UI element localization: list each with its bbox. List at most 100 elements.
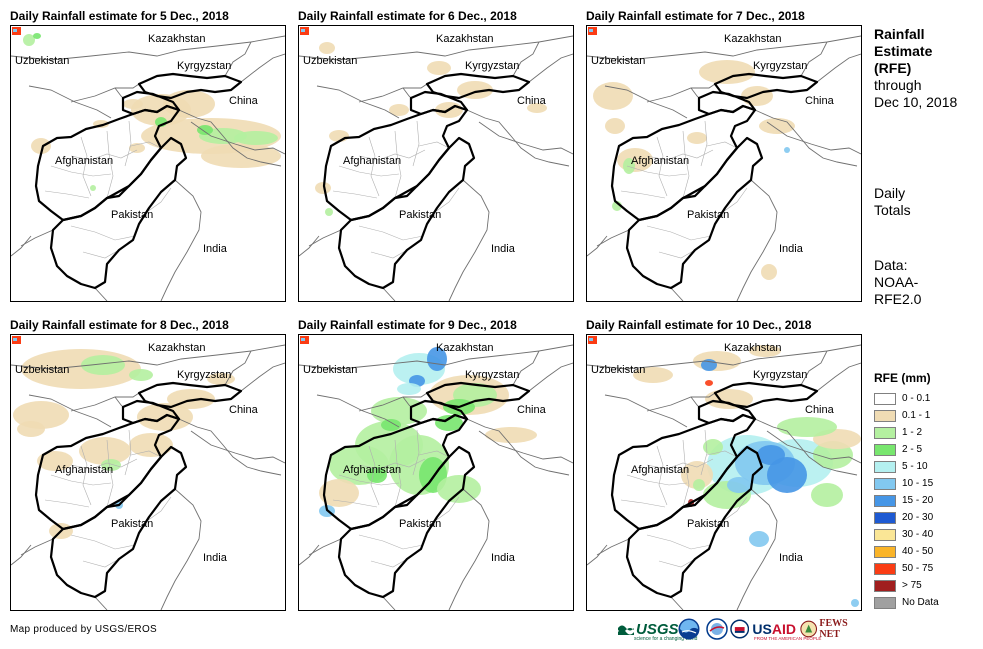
border-line	[596, 229, 630, 247]
province-line	[368, 445, 380, 506]
corner-marker	[301, 29, 305, 32]
border-line	[587, 35, 861, 61]
country-label-india: India	[203, 243, 228, 255]
border-line	[766, 121, 861, 155]
province-line	[338, 474, 400, 486]
border-line	[160, 488, 202, 610]
border-line	[28, 394, 112, 428]
rainfall-patch	[759, 118, 795, 134]
legend-label: > 75	[902, 579, 922, 591]
province-borders	[44, 120, 172, 259]
province-line	[370, 558, 408, 568]
legend-label: 0 - 0.1	[902, 392, 931, 404]
country-label-kyrgyzstan: Kyrgyzstan	[465, 369, 519, 381]
country-outline	[625, 445, 764, 599]
fews-net-icon	[800, 620, 818, 638]
map-labels: Kazakhstan Uzbekistan Kyrgyzstan China Afgha…	[591, 33, 835, 255]
usaid-logo: USAID FROM THE AMERICAN PEOPLE	[730, 614, 821, 644]
map-labels: Kazakhstan Uzbekistan Kyrgyzstan China Afgha…	[15, 342, 259, 564]
province-line	[434, 496, 460, 522]
legend-swatch	[874, 494, 896, 507]
border-line	[11, 235, 32, 257]
province-line	[620, 499, 666, 508]
rainfall-patch	[90, 185, 96, 191]
province-line	[626, 474, 688, 486]
rainfall-patch	[777, 417, 837, 437]
province-borders	[332, 120, 460, 259]
province-line	[434, 187, 460, 213]
border-line	[512, 41, 540, 77]
country-label-china: China	[229, 404, 259, 416]
province-line	[418, 450, 450, 458]
border-line	[316, 394, 400, 428]
focus-borders	[34, 72, 243, 290]
legend-swatch	[874, 426, 896, 439]
province-borders	[620, 120, 748, 259]
country-borders	[299, 344, 573, 610]
map-frame: Kazakhstan Uzbekistan Kyrgyzstan China Afgha…	[298, 334, 574, 611]
corner-marker	[589, 29, 593, 32]
border-line	[160, 179, 202, 301]
country-borders	[11, 35, 285, 301]
map-frame: Kazakhstan Uzbekistan Kyrgyzstan China Afgha…	[586, 334, 862, 611]
legend-item: 10 - 15	[874, 475, 979, 492]
border-line	[308, 229, 342, 247]
border-line	[382, 596, 396, 610]
province-line	[82, 558, 120, 568]
border-line	[299, 344, 573, 370]
country-borders	[587, 344, 861, 610]
border-line	[670, 287, 684, 301]
province-line	[70, 149, 138, 161]
country-label-china: China	[517, 95, 547, 107]
usgs-icon	[618, 625, 634, 635]
country-outline	[610, 413, 757, 531]
rainfall-patch	[319, 479, 359, 507]
province-line	[394, 439, 402, 508]
province-line	[412, 429, 420, 476]
focus-borders	[322, 381, 531, 599]
rainfall-patch	[687, 132, 707, 144]
country-label-afghanistan: Afghanistan	[631, 464, 689, 476]
legend-swatch	[874, 528, 896, 541]
noaa-icon	[678, 618, 700, 640]
border-line	[766, 430, 861, 464]
country-label-kyrgyzstan: Kyrgyzstan	[753, 60, 807, 72]
map-labels: Kazakhstan Uzbekistan Kyrgyzstan China Afgha…	[303, 33, 547, 255]
border-line	[478, 430, 573, 464]
legend-item: No Data	[874, 594, 979, 611]
rainfall-patch	[381, 419, 401, 431]
border-line	[94, 287, 108, 301]
country-label-kyrgyzstan: Kyrgyzstan	[753, 369, 807, 381]
border-line	[736, 488, 778, 610]
fews-net-logo: FEWS NET	[800, 614, 864, 644]
legend-label: 1 - 2	[902, 426, 923, 438]
corner-marker	[13, 338, 17, 341]
country-label-uzbekistan: Uzbekistan	[303, 55, 357, 67]
country-outline	[34, 104, 181, 222]
legend-swatch	[874, 460, 896, 473]
country-outline	[610, 104, 757, 222]
rainfall-patch	[37, 451, 73, 471]
province-line	[80, 445, 92, 506]
border-line	[11, 35, 285, 61]
legend-item: 40 - 50	[874, 543, 979, 560]
country-label-afghanistan: Afghanistan	[343, 155, 401, 167]
border-line	[20, 538, 54, 556]
province-line	[646, 225, 712, 241]
border-line	[11, 344, 285, 370]
country-label-kyrgyzstan: Kyrgyzstan	[465, 60, 519, 72]
province-line	[706, 450, 738, 458]
rainfall-patch	[319, 42, 335, 54]
province-line	[700, 120, 708, 167]
country-label-kazakhstan: Kazakhstan	[148, 33, 205, 45]
rainfall-patch	[703, 439, 723, 455]
border-line	[299, 235, 320, 257]
legend-swatch	[874, 409, 896, 422]
rainfall-map: Kazakhstan Uzbekistan Kyrgyzstan China Afgha…	[11, 26, 285, 301]
rainfall-patch	[681, 461, 713, 489]
border-line	[800, 41, 828, 77]
legend-rows: 0 - 0.1 0.1 - 1 1 - 2 2 - 5 5 - 10 10 - 15 15 …	[874, 390, 979, 611]
province-line	[70, 534, 136, 550]
legend-swatch	[874, 511, 896, 524]
province-line	[358, 225, 424, 241]
